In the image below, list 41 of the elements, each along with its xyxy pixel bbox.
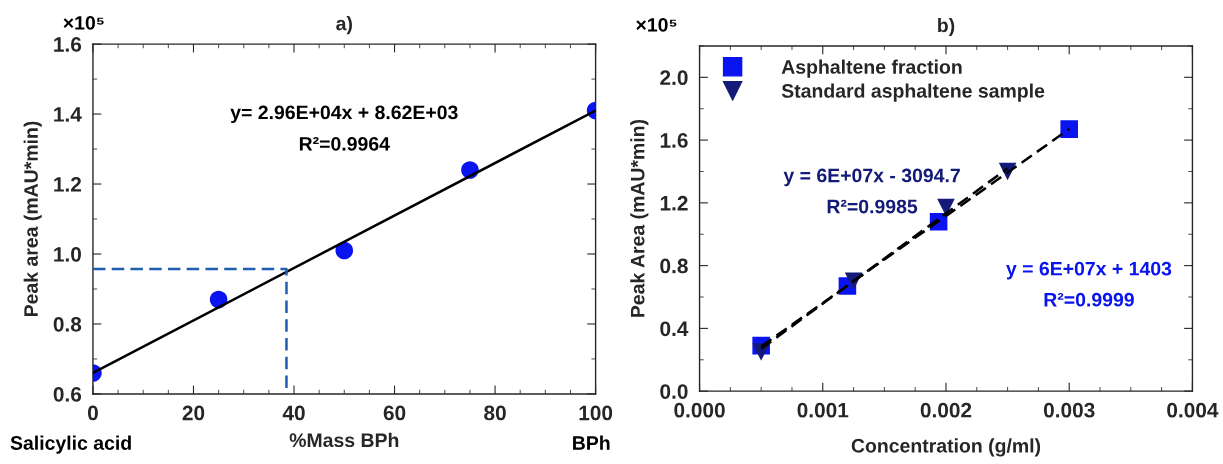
annotation: R²=0.9985 (827, 199, 918, 214)
annotation: y = 6E+07x + 1403 (1006, 261, 1172, 280)
x-tick-label: 40 (282, 405, 305, 421)
x-tick-label: 0.002 (920, 402, 972, 418)
legend-label: Standard asphaltene sample (781, 83, 1045, 102)
x-axis-title: %Mass BPh (289, 432, 399, 448)
annotation: R²=0.9964 (299, 136, 390, 151)
y-tick-label: 2.0 (660, 70, 688, 86)
annotation: R²=0.9999 (1044, 292, 1134, 307)
y-tick-label: 1.6 (54, 37, 82, 52)
x-tick-label: 0.001 (797, 402, 849, 418)
y-tick-label: 0.0 (660, 384, 688, 399)
y-tick-label: 0.6 (53, 386, 82, 402)
y-tick-label: 1.2 (54, 177, 82, 192)
x-tick-label: 20 (182, 405, 205, 421)
annotation: y= 2.96E+04x + 8.62E+03 (230, 105, 458, 124)
legend-label: Asphaltene fraction (781, 59, 962, 78)
x-tick-label: 0 (87, 405, 98, 421)
y-tick-label: 1.6 (660, 133, 688, 148)
text: Salicylic acid (10, 435, 131, 454)
y-axis-title: Peak Area (mAU*min) (630, 119, 649, 317)
x-tick-label: 0.003 (1043, 402, 1095, 418)
x-tick-label: 60 (383, 405, 406, 421)
y-tick-label: 1.4 (54, 107, 82, 122)
y-axis-title: Peak area (mAU*min) (23, 121, 42, 317)
x-tick-label: 0.000 (674, 402, 725, 418)
y-tick-label: 1.0 (54, 246, 81, 262)
annotation: y = 6E+07x - 3094.7 (783, 168, 960, 187)
text: ×10⁵ (636, 17, 677, 32)
chart-title: a) (336, 16, 352, 35)
x-tick-label: 80 (484, 405, 506, 421)
y-tick-label: 0.4 (660, 321, 689, 337)
y-tick-label: 0.8 (660, 258, 688, 274)
x-axis-title: Concentration (g/ml) (851, 438, 1041, 457)
chart-title: b) (938, 17, 955, 37)
text: BPh (573, 435, 610, 450)
y-tick-label: 0.8 (53, 316, 82, 332)
text: ×10⁵ (63, 15, 104, 30)
x-tick-label: 0.004 (1167, 402, 1219, 418)
y-tick-label: 1.2 (660, 195, 688, 211)
x-tick-label: 100 (579, 405, 613, 421)
